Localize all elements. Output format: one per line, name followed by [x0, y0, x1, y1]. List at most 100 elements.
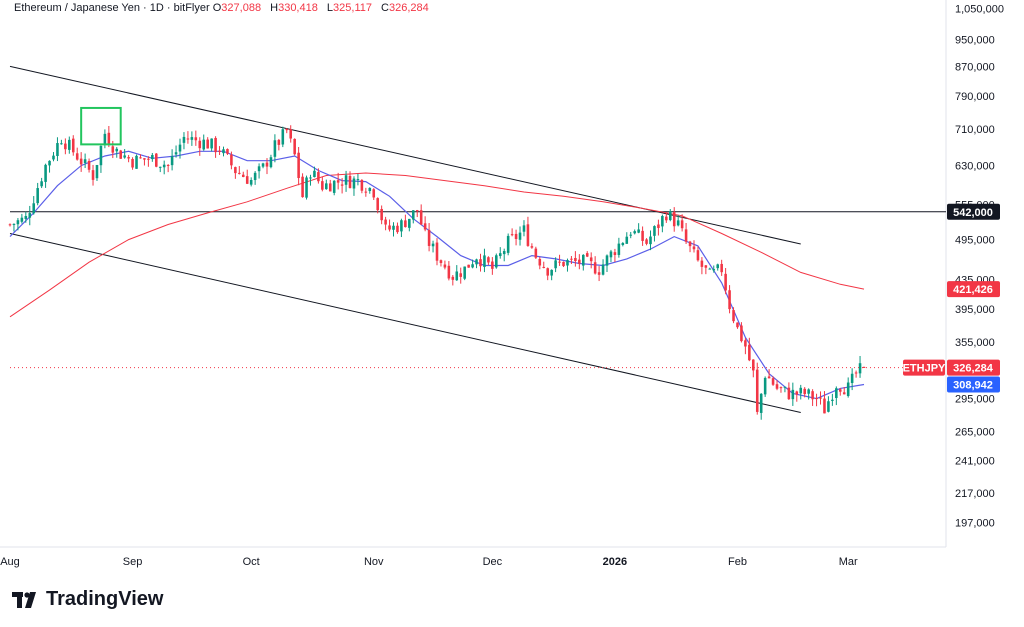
candle-body — [522, 225, 526, 232]
candle-body — [550, 269, 553, 276]
candle-body — [48, 160, 51, 166]
candle-body — [744, 340, 747, 347]
candle-body — [64, 143, 67, 150]
candle-body — [36, 188, 39, 204]
candle-body — [123, 155, 126, 158]
candle-body — [24, 216, 28, 219]
candle-body — [336, 180, 340, 183]
ma-fast-line — [9, 150, 865, 400]
price-tick-label: 355,000 — [955, 337, 995, 349]
symbol-title: Ethereum / Japanese Yen · 1D · bitFlyer — [14, 2, 210, 14]
ma-slow-badge-bg — [947, 281, 1000, 298]
candle-body — [601, 264, 605, 275]
candle-body — [241, 174, 245, 177]
candle-body — [265, 162, 269, 167]
candle-body — [404, 220, 407, 228]
candle-body — [704, 265, 708, 268]
candle-body — [44, 164, 47, 182]
time-tick-label: Nov — [364, 556, 384, 568]
candle-body — [835, 388, 838, 399]
candle-body — [696, 250, 700, 261]
candle-body — [748, 344, 751, 361]
candle-body — [325, 183, 328, 190]
candle-body — [234, 167, 237, 174]
candle-body — [40, 181, 43, 187]
candle-body — [214, 137, 217, 153]
candle-body — [206, 139, 209, 149]
candle-body — [60, 143, 63, 145]
candle-body — [151, 155, 154, 160]
candle-body — [752, 359, 755, 371]
candle-body — [12, 223, 16, 225]
ma-fast-badge: 308,942 — [953, 379, 993, 391]
candle-body — [740, 325, 743, 342]
candle-body — [665, 216, 668, 221]
candle-body — [838, 389, 842, 392]
candle-body — [692, 246, 696, 250]
candle-body — [32, 203, 36, 214]
candle-body — [170, 156, 174, 166]
candle-body — [578, 259, 581, 264]
candle-body — [589, 257, 593, 262]
candle-body — [226, 149, 229, 154]
candle-body — [332, 180, 336, 193]
last-price-badge: 326,284 — [953, 363, 994, 375]
candle-body — [463, 266, 466, 279]
ma-slow-line — [9, 172, 865, 318]
candle-body — [317, 172, 320, 182]
candle-body — [174, 152, 178, 155]
candle-body — [238, 172, 241, 174]
candle-body — [139, 157, 142, 159]
candle-body — [368, 187, 372, 192]
candle-body — [261, 163, 265, 167]
candle-body — [388, 225, 391, 230]
time-tick-label: Feb — [728, 556, 747, 568]
symbol-badge-bg — [903, 359, 945, 376]
time-tick-label: Aug — [0, 556, 20, 568]
candle-body — [582, 254, 585, 266]
candle-body — [653, 226, 656, 236]
candle-body — [115, 148, 119, 152]
candle-body — [182, 136, 186, 143]
candle-body — [676, 220, 680, 226]
candle-body — [854, 372, 858, 374]
candle-body — [791, 389, 795, 400]
candle-body — [534, 248, 538, 258]
candle-body — [439, 260, 443, 264]
candle-body — [795, 391, 799, 395]
candle-body — [637, 229, 640, 233]
tradingview-brand[interactable]: TradingView — [12, 588, 163, 611]
high-value: 330,418 — [278, 2, 318, 14]
brand-name: TradingView — [46, 588, 164, 610]
time-tick-label: Oct — [243, 556, 260, 568]
price-chart[interactable]: 1,050,000 950,000 870,000 790,000 710,000 630… — [0, 0, 1024, 580]
candle-body — [431, 243, 435, 247]
candle-body — [376, 198, 379, 211]
candle-body — [728, 290, 731, 310]
candle-body — [218, 150, 221, 152]
candle-body — [514, 233, 518, 240]
candle-body — [672, 212, 676, 227]
level-price-badge: 542,000 — [953, 207, 993, 219]
candle-body — [20, 217, 24, 222]
price-tick-label: 495,000 — [955, 235, 995, 247]
candle-body — [447, 265, 451, 279]
candle-body — [155, 153, 158, 167]
time-tick-label: 2026 — [603, 556, 627, 568]
candle-body — [597, 272, 601, 275]
candle-body — [621, 242, 625, 246]
candle-body — [712, 269, 716, 271]
candle-body — [210, 138, 213, 149]
candle-body — [305, 177, 308, 198]
candle-body — [771, 378, 775, 385]
candle-body — [633, 231, 636, 234]
candle-body — [842, 392, 846, 395]
time-tick-label: Mar — [839, 556, 858, 568]
candle-body — [688, 241, 692, 247]
candle-body — [779, 387, 783, 389]
open-value: 327,088 — [221, 2, 262, 14]
candle-body — [91, 170, 95, 180]
candle-body — [732, 310, 735, 322]
price-tick-label: 217,000 — [955, 488, 995, 500]
candle-body — [831, 399, 834, 401]
